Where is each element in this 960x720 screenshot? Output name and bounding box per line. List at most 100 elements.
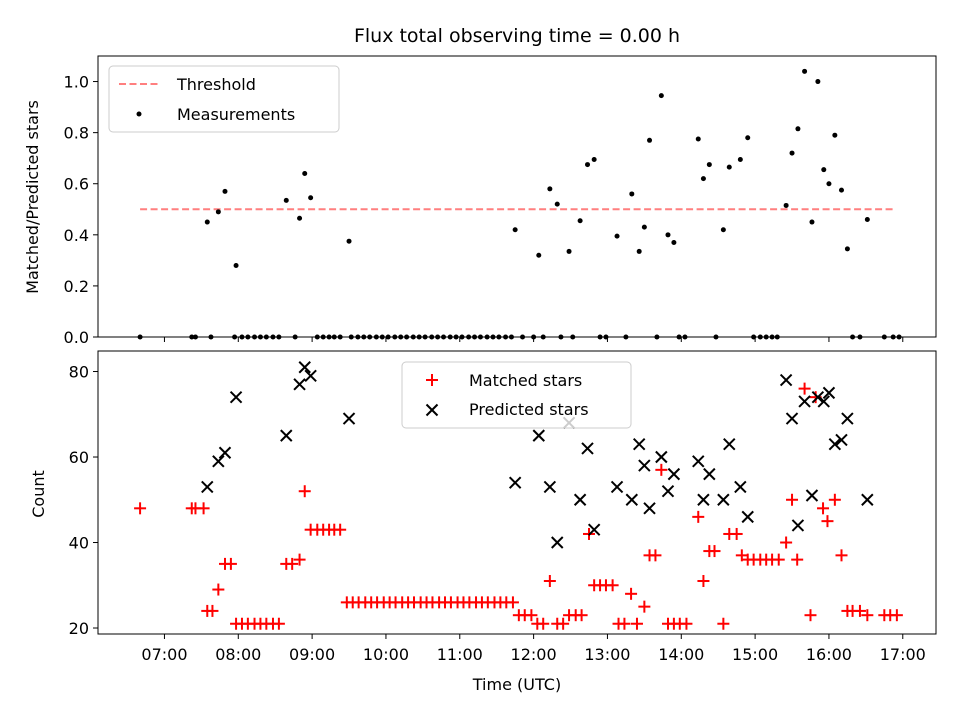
measurement-point (233, 262, 239, 268)
matched-star-point (835, 549, 848, 562)
predicted-star-point (835, 433, 848, 447)
bottom-legend-frame (401, 361, 632, 429)
measurement-point (283, 197, 289, 203)
predicted-star-point (280, 429, 293, 442)
matched-star-point (804, 609, 817, 622)
measurement-point (844, 246, 850, 252)
matched-star-point (791, 553, 804, 566)
predicted-star-point (632, 437, 646, 451)
x-tick-label: 17:00 (880, 645, 926, 664)
measurement-point (297, 215, 303, 221)
predicted-star-point (643, 502, 656, 515)
predicted-star-point (741, 510, 754, 524)
matched-star-point (272, 617, 285, 630)
measurement-point (585, 162, 591, 168)
x-tick-label: 12:00 (511, 645, 557, 664)
predicted-star-point (667, 467, 681, 481)
matched-star-point (618, 617, 631, 630)
predicted-star-point (342, 412, 356, 425)
matched-star-point (708, 545, 721, 558)
predicted-star-point (828, 437, 842, 451)
matched-star-point (890, 609, 903, 622)
predicted-star-point (218, 446, 232, 459)
predicted-star-point (805, 489, 819, 502)
matched-star-point (286, 557, 299, 570)
measurement-point (222, 188, 228, 194)
measurement-point (809, 219, 815, 225)
matched-star-point (506, 596, 519, 609)
matched-star-point (197, 502, 210, 515)
bottom-y-tick-label: 20 (69, 619, 89, 638)
matched-star-point (134, 502, 147, 515)
predicted-star-point (201, 480, 214, 494)
measurement-point (745, 135, 751, 141)
predicted-star-point (581, 442, 594, 455)
bottom-y-tick-label: 80 (69, 363, 89, 382)
measurement-point (204, 219, 210, 225)
predicted-star-point (822, 386, 836, 400)
bottom-y-tick-label: 40 (69, 534, 89, 553)
measurement-point (700, 176, 706, 182)
bottom-plot-area: 20 40 60 80 07:00 08:00 09:00 10:00 11:00 12:00 13… (69, 350, 937, 664)
x-tick-label: 11:00 (437, 645, 483, 664)
measurement-point (346, 238, 352, 244)
matched-star-point (697, 574, 710, 587)
predicted-star-point (811, 390, 825, 404)
matched-star-point (606, 579, 619, 592)
matched-star-point (525, 609, 538, 622)
legend-matched-label: Matched stars (469, 371, 582, 390)
matched-star-point (293, 553, 306, 566)
bottom-legend: Matched stars Predicted stars (401, 361, 632, 429)
matched-star-point (828, 493, 841, 506)
predicted-star-point (841, 412, 854, 425)
measurement-point (577, 218, 583, 224)
matched-star-point (692, 510, 705, 523)
matched-star-point (638, 600, 651, 613)
measurement-point (671, 239, 677, 245)
predicted-star-point (661, 485, 675, 498)
legend-predicted-x (425, 403, 439, 417)
bottom-y-tick-label: 60 (69, 448, 89, 467)
measurement-point (783, 202, 789, 208)
matched-star-point (680, 617, 693, 630)
measurement-point (614, 233, 620, 239)
matched-star-point (786, 493, 799, 506)
x-axis-label: Time (UTC) (472, 675, 561, 694)
matched-star-point (780, 536, 793, 549)
matched-star-point (557, 617, 570, 630)
measurement-point (815, 79, 821, 85)
x-tick-label: 15:00 (732, 645, 778, 664)
measurement-point (864, 216, 870, 222)
legend-predicted-label: Predicted stars (469, 400, 589, 419)
measurement-point (302, 171, 308, 177)
predicted-star-point (293, 378, 306, 391)
measurement-point (547, 186, 553, 192)
matched-star-point (537, 617, 550, 630)
measurement-point (720, 227, 726, 233)
predicted-star-point (703, 467, 716, 481)
predicted-star-point (717, 493, 730, 506)
predicted-star-point (543, 480, 557, 494)
legend-measurements-label: Measurements (177, 105, 295, 124)
predicted-star-point (697, 493, 710, 506)
matched-star-point (206, 604, 219, 617)
predicted-star-point (298, 361, 311, 374)
matched-star-point (655, 463, 668, 476)
legend-matched-marker (426, 374, 438, 386)
predicted-star-point (692, 455, 705, 468)
measurement-point (512, 227, 518, 233)
top-y-tick-label: 0.8 (64, 124, 89, 143)
measurement-point (641, 224, 647, 230)
predicted-star-point (785, 412, 799, 425)
measurement-point (629, 191, 635, 197)
measurement-point (695, 136, 701, 142)
measurement-point (215, 209, 221, 215)
measurement-point (658, 93, 664, 99)
measurement-point (647, 137, 653, 143)
top-y-tick-label: 0.2 (64, 277, 89, 296)
matched-star-point (798, 382, 811, 395)
matched-star-point (224, 557, 237, 570)
measurement-point (789, 150, 795, 156)
chart-title: Flux total observing time = 0.00 h (354, 25, 680, 47)
x-tick-label: 16:00 (806, 645, 852, 664)
